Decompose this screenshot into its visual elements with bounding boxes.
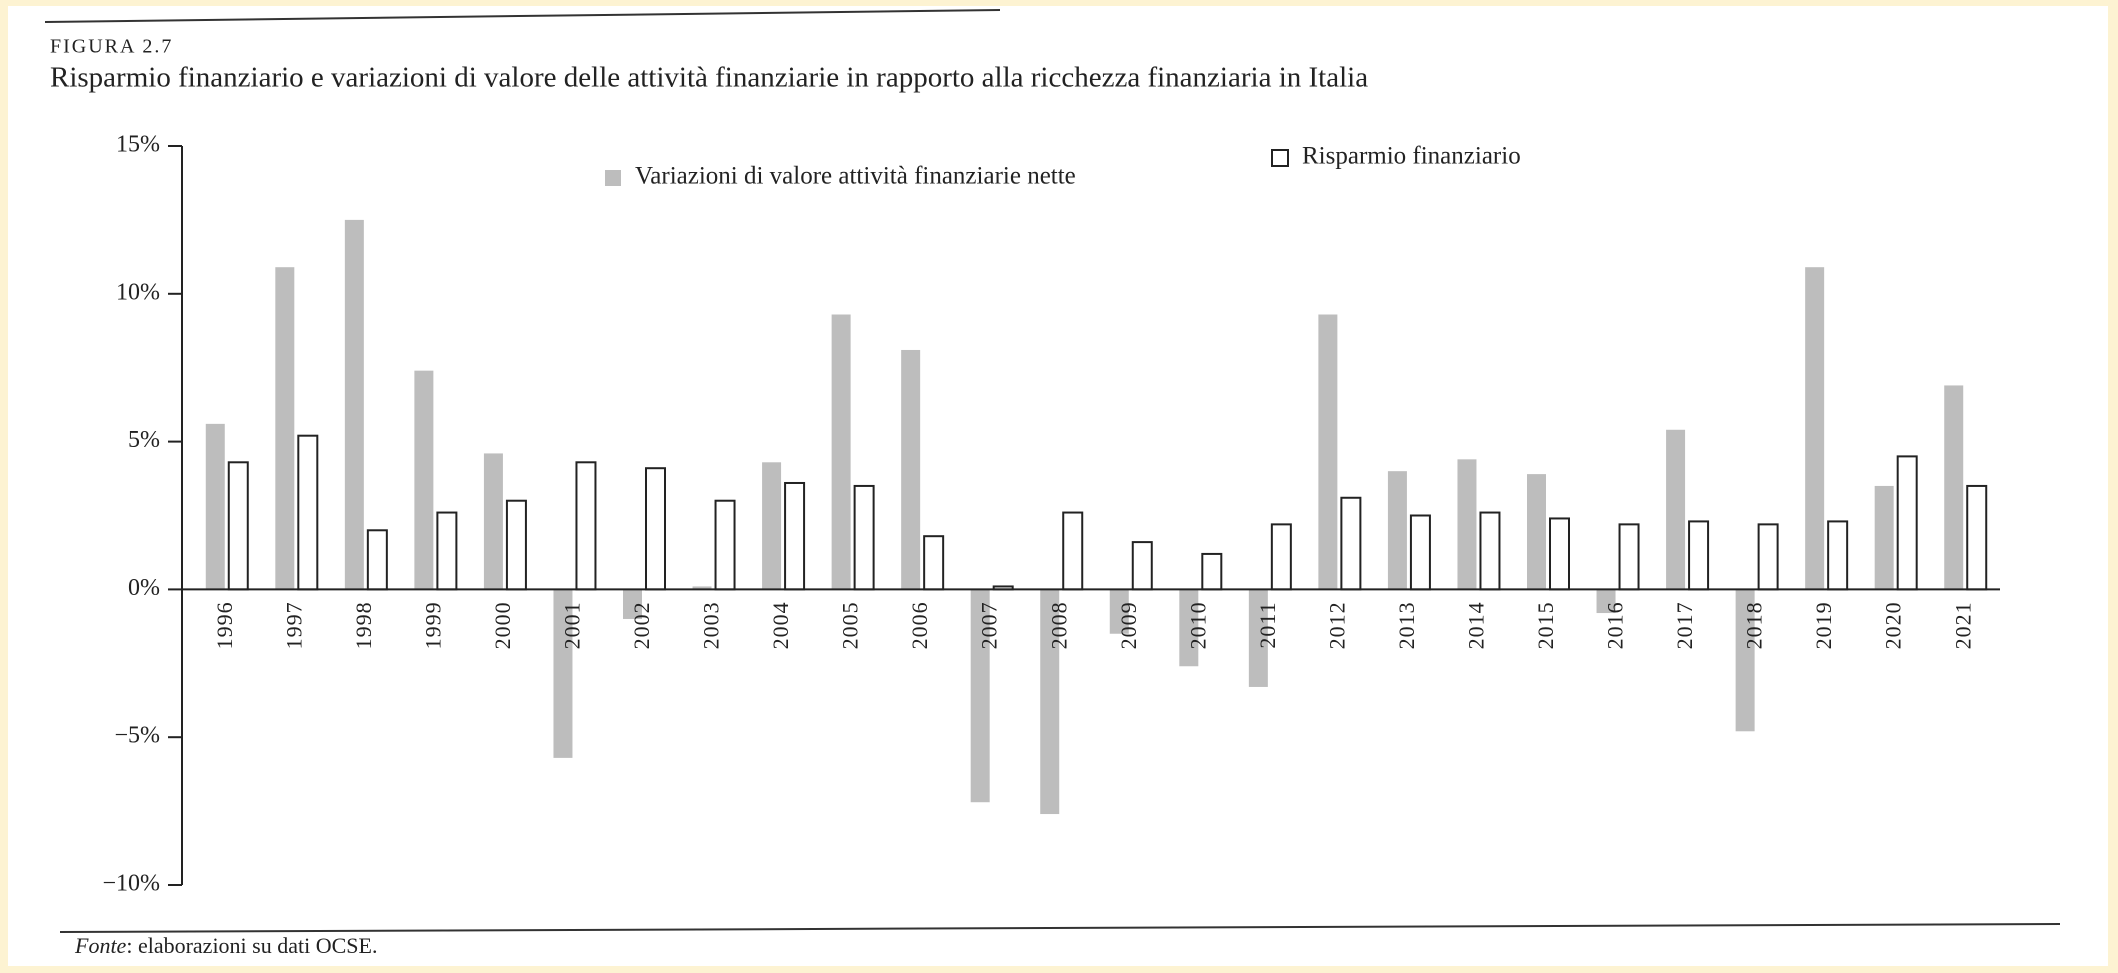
x-tick-label: 2003 (699, 601, 724, 649)
x-tick-label: 2010 (1185, 601, 1210, 649)
bar (227, 461, 249, 591)
x-tick-label: 2019 (1811, 601, 1836, 649)
bar (1944, 385, 1964, 590)
bar (970, 589, 990, 803)
bar (553, 589, 573, 758)
bar (1479, 511, 1501, 591)
x-tick-label: 2020 (1881, 601, 1906, 649)
bar (923, 535, 945, 591)
x-tick-label: 2001 (560, 601, 585, 649)
x-tick-label: 1997 (281, 601, 306, 649)
x-tick-label: 2007 (977, 601, 1002, 649)
bar (1248, 589, 1268, 687)
bar (692, 586, 712, 590)
x-tick-label: 2018 (1742, 601, 1767, 649)
bar (1596, 589, 1616, 614)
bar (831, 314, 851, 590)
bar (1179, 589, 1199, 667)
bar (853, 484, 875, 591)
y-tick-label: 0% (128, 575, 160, 601)
x-tick-label: 2008 (1046, 601, 1071, 649)
bar (1527, 474, 1546, 590)
x-tick-label: 2015 (1533, 601, 1558, 649)
bar (1109, 589, 1129, 634)
bar (762, 462, 782, 590)
bar (1201, 552, 1223, 591)
x-tick-label: 2002 (629, 601, 654, 649)
bar (505, 499, 527, 591)
bar (1805, 267, 1825, 590)
page (8, 6, 2108, 966)
source-text: : elaborazioni su dati OCSE. (126, 933, 377, 958)
x-tick-label: 2013 (1394, 601, 1419, 649)
bar (645, 467, 666, 591)
bar (714, 499, 736, 591)
y-tick-label: 10% (116, 279, 160, 305)
bar (483, 453, 503, 590)
x-tick-label: 1996 (212, 601, 237, 649)
bar (1896, 455, 1918, 591)
bar (297, 434, 319, 591)
bar (901, 349, 921, 590)
bar (1735, 589, 1755, 732)
bar (1387, 471, 1407, 590)
bar (1827, 520, 1849, 591)
bar (1409, 514, 1431, 591)
x-tick-label: 1999 (420, 601, 445, 649)
top-rule (44, 9, 1001, 23)
x-tick-label: 2004 (768, 601, 793, 649)
bar (623, 589, 642, 619)
bar (1040, 589, 1060, 815)
x-tick-label: 2012 (1324, 601, 1349, 649)
bar (1270, 523, 1292, 591)
figure-label: FIGURA 2.7 (50, 36, 173, 58)
legend-swatch (605, 170, 621, 186)
bar (1340, 496, 1362, 591)
x-tick-label: 2016 (1603, 601, 1628, 649)
bar (1062, 511, 1084, 591)
y-tick-label: 5% (128, 427, 160, 453)
bar (1549, 517, 1570, 591)
bar (1618, 523, 1640, 591)
x-tick-label: 2014 (1464, 601, 1489, 649)
source: Fonte: elaborazioni su dati OCSE. (74, 933, 377, 958)
legend-label: Risparmio finanziario (1302, 143, 1521, 170)
legend-label: Variazioni di valore attività finanziari… (635, 163, 1076, 190)
legend-swatch (1271, 149, 1289, 167)
x-tick-label: 2021 (1950, 601, 1975, 649)
x-tick-label: 2000 (490, 601, 515, 649)
bottom-rule (59, 923, 2061, 933)
x-tick-label: 2009 (1116, 601, 1141, 649)
bar (1688, 520, 1710, 591)
bar (784, 481, 806, 591)
bar (1318, 314, 1338, 590)
bar (1666, 429, 1686, 590)
bar (436, 511, 458, 591)
x-tick-label: 1998 (351, 601, 376, 649)
bar (344, 219, 364, 590)
bar (275, 267, 295, 590)
bar (1966, 484, 1988, 591)
chart-title: Risparmio finanziario e variazioni di va… (50, 62, 1368, 94)
x-tick-label: 2011 (1255, 601, 1280, 648)
x-tick-label: 2017 (1672, 601, 1697, 649)
bar (1457, 459, 1477, 590)
bar (1757, 523, 1779, 591)
bar (1131, 541, 1153, 591)
x-tick-label: 2005 (838, 601, 863, 649)
x-tick-label: 2006 (907, 601, 932, 649)
bar (1874, 485, 1894, 590)
bar (575, 461, 597, 591)
source-label: Fonte (74, 933, 127, 958)
y-tick-label: −10% (102, 871, 160, 897)
bar (366, 529, 388, 591)
bar (205, 423, 225, 590)
bar (414, 370, 434, 590)
y-tick-label: −5% (114, 723, 160, 749)
y-tick-label: 15% (116, 132, 160, 158)
